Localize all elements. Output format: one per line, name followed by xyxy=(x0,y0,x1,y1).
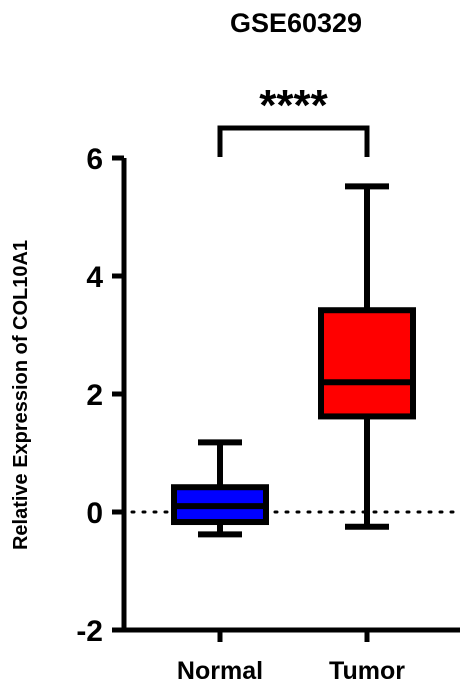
y-tick-label: 2 xyxy=(86,379,103,412)
chart-title: GSE60329 xyxy=(230,8,362,38)
box-series xyxy=(171,183,416,538)
y-axis-ticks: 6 4 2 0 -2 xyxy=(76,143,124,648)
significance-annotation: **** xyxy=(217,81,370,157)
y-tick-label: 4 xyxy=(86,261,103,294)
iqr-box xyxy=(318,307,416,420)
y-tick-label: 0 xyxy=(86,497,103,530)
x-category-label: Normal xyxy=(177,657,263,685)
y-tick-label: -2 xyxy=(76,615,103,648)
x-axis-categories: Normal Tumor xyxy=(177,630,405,685)
y-axis-label: Relative Expression of COL10A1 xyxy=(10,240,32,550)
box-normal xyxy=(171,439,269,538)
x-category-label: Tumor xyxy=(329,657,405,685)
y-tick-label: 6 xyxy=(86,143,103,176)
significance-label: **** xyxy=(259,81,328,130)
box-tumor xyxy=(318,183,416,530)
significance-bracket xyxy=(217,125,370,157)
